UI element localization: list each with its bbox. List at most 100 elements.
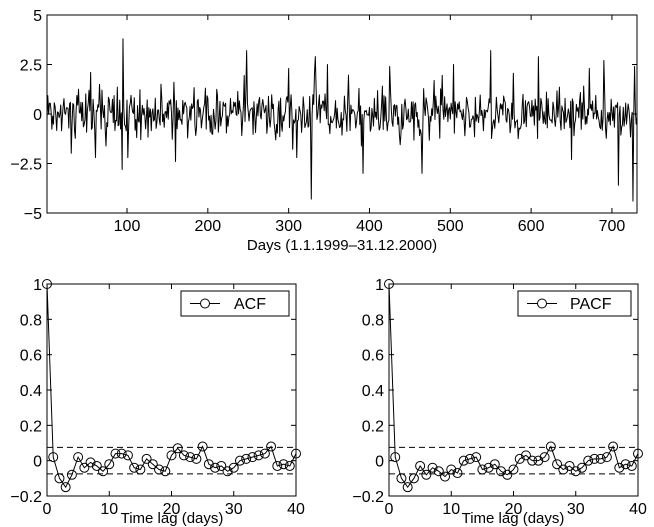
pacf-point: [402, 482, 413, 493]
acf-point: [98, 466, 109, 477]
y-tick-label: 2.5: [20, 58, 42, 75]
pacf-point: [396, 473, 407, 484]
pacf-point: [415, 460, 426, 471]
x-tick-label: 0: [385, 501, 394, 518]
y-tick-label: −5: [24, 206, 42, 223]
y-tick-label: 1: [33, 277, 42, 294]
x-tick-label: 30: [567, 501, 585, 518]
acf-point: [241, 453, 252, 464]
pacf-point: [570, 466, 581, 477]
pacf-point: [601, 452, 612, 463]
pacf-point: [589, 453, 600, 464]
acf-point: [91, 460, 102, 471]
pacf-point: [545, 441, 556, 452]
x-tick-label: 700: [599, 218, 626, 235]
y-tick-label: 0.2: [362, 418, 384, 435]
acf-legend-label: ACF: [234, 296, 266, 313]
pacf-point: [464, 453, 475, 464]
acf-point: [222, 466, 233, 477]
x-tick-label: 20: [163, 501, 181, 518]
pacf-point: [620, 459, 631, 470]
acf-point: [210, 462, 221, 473]
pacf-point: [564, 460, 575, 471]
pacf-point: [446, 464, 457, 475]
acf-point: [66, 469, 77, 480]
pacf-point: [633, 448, 643, 459]
x-tick-label: 200: [194, 218, 221, 235]
pacf-point: [452, 468, 463, 479]
pacf-point: [508, 464, 519, 475]
y-tick-label: −0.2: [10, 489, 42, 506]
pacf-point: [520, 450, 531, 461]
pacf-point: [626, 460, 637, 471]
y-tick-label: 0: [375, 454, 384, 471]
acf-point: [147, 459, 158, 470]
pacf-point: [533, 455, 544, 466]
acf-point: [60, 482, 71, 493]
pacf-legend-label: PACF: [570, 296, 612, 313]
acf-marks: [42, 279, 301, 493]
series-x-axis-label: Days (1.1.1999–31.12.2000): [247, 237, 437, 254]
acf-point: [259, 448, 270, 459]
pacf-legend: PACF: [517, 290, 632, 317]
y-tick-label: 0.6: [362, 348, 384, 365]
y-tick-label: 0.2: [20, 418, 42, 435]
y-tick-label: 0: [33, 454, 42, 471]
acf-point: [272, 460, 283, 471]
pacf-point: [477, 464, 488, 475]
x-tick-label: 10: [442, 501, 460, 518]
acf-point: [253, 450, 264, 461]
x-tick-label: 30: [225, 501, 243, 518]
acf-point: [247, 452, 258, 463]
acf-point: [160, 466, 171, 477]
acf-point: [54, 473, 65, 484]
x-tick-label: 40: [287, 501, 305, 518]
acf-point: [228, 462, 239, 473]
pacf-point: [440, 471, 451, 482]
acf-point: [191, 453, 202, 464]
pacf-legend-marker: [537, 298, 547, 309]
acf-legend-marker: [200, 298, 210, 309]
y-tick-label: 5: [33, 8, 42, 25]
x-tick-label: 500: [437, 218, 464, 235]
series-ticks: 100 200 300 400 500 600 700 5 2.5 0 −2.5 −5: [10, 8, 637, 235]
pacf-point: [552, 459, 563, 470]
acf-point: [122, 450, 133, 461]
pacf-point: [614, 462, 625, 473]
series-marks: [46, 38, 638, 202]
x-tick-label: 20: [505, 501, 523, 518]
acf-point: [291, 448, 301, 459]
y-tick-label: −0.2: [352, 489, 384, 506]
acf-point: [48, 452, 59, 463]
acf-point: [278, 459, 289, 470]
pacf-point: [527, 455, 538, 466]
acf-point: [172, 443, 183, 454]
series-line: [46, 38, 638, 202]
acf-point: [79, 462, 90, 473]
y-tick-label: −2.5: [10, 157, 42, 174]
acf-point: [129, 462, 140, 473]
pacf-point: [471, 452, 482, 463]
acf-point: [197, 441, 208, 452]
y-tick-label: 1: [375, 277, 384, 294]
pacf-point: [433, 466, 444, 477]
x-tick-label: 10: [100, 501, 118, 518]
y-tick-label: 0: [33, 107, 42, 124]
acf-point: [234, 455, 245, 466]
acf-point: [185, 452, 196, 463]
y-tick-label: 0.8: [362, 312, 384, 329]
x-tick-label: 400: [356, 218, 383, 235]
acf-x-axis-label: Time lag (days): [121, 510, 224, 527]
acf-point: [216, 460, 227, 471]
pacf-marks: [384, 279, 643, 493]
acf-point: [266, 441, 277, 452]
y-tick-label: 0.6: [20, 348, 42, 365]
pacf-point: [595, 453, 606, 464]
pacf-point: [489, 459, 500, 470]
pacf-x-axis-label: Time lag (days): [462, 510, 565, 527]
acf-legend: ACF: [180, 290, 290, 317]
